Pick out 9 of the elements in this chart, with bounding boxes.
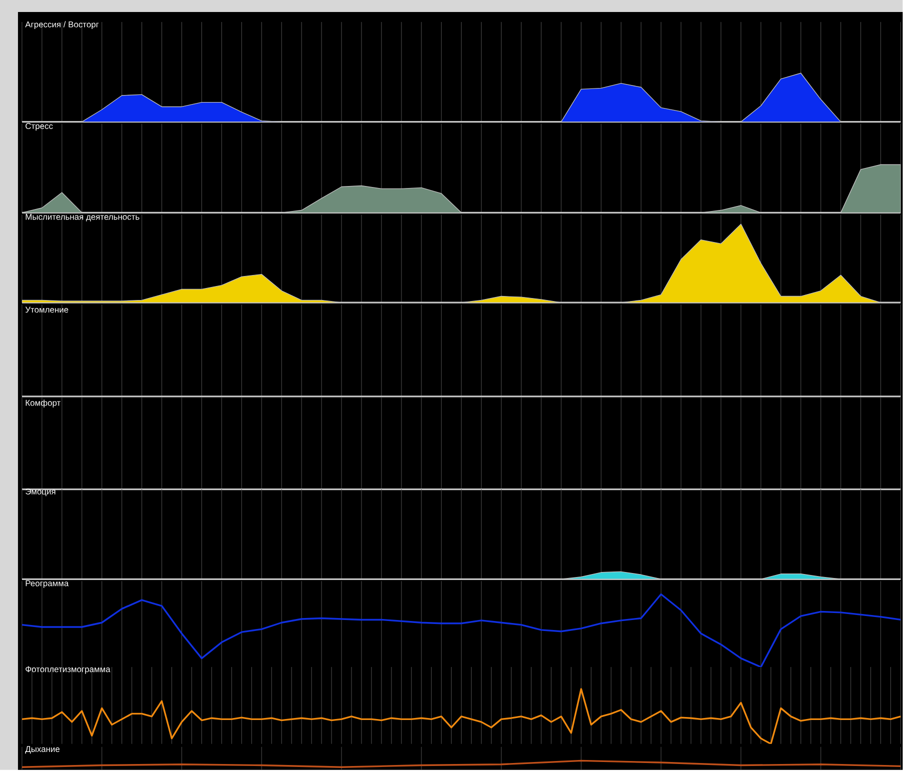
chart-title: Агрессия / Восторг <box>25 21 99 30</box>
chart-title: Стресс <box>26 123 53 131</box>
chart-title: Эмоция <box>26 488 56 496</box>
chart-title: Дыхание <box>25 746 60 754</box>
text: Комфорт <box>26 400 61 408</box>
chart-title: Фотоплетизмограмма <box>26 666 110 674</box>
text: Утомление <box>25 306 68 313</box>
chart-title: Реограмма <box>26 580 69 588</box>
chart-title: Мыслительная деятельность <box>26 214 140 222</box>
